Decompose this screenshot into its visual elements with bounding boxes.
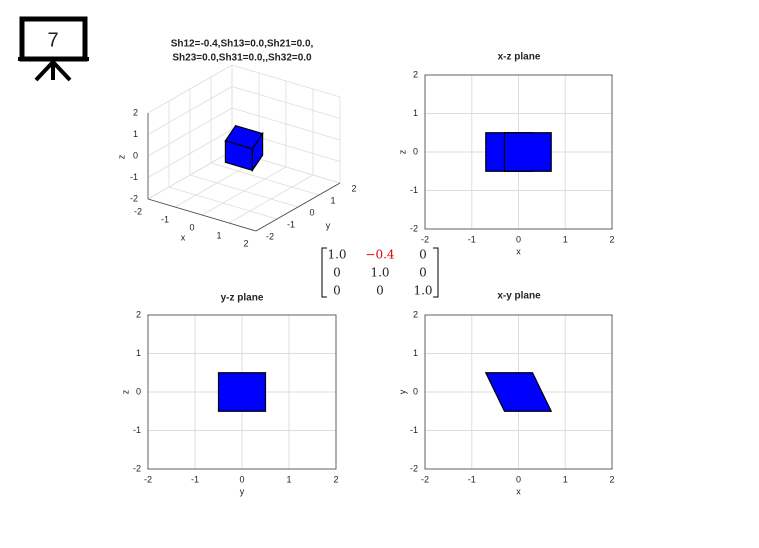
y-tick-label: -2 xyxy=(266,231,274,241)
matrix-cell: 0 xyxy=(333,284,341,298)
y-tick-label: 0 xyxy=(309,207,314,217)
y-tick-label: 0 xyxy=(413,386,418,396)
axis-line xyxy=(147,198,257,232)
x-tick-label: 1 xyxy=(216,230,221,240)
y-tick-label: -2 xyxy=(410,463,418,473)
grid-line xyxy=(189,174,299,208)
x-axis-label: x xyxy=(516,486,521,496)
bracket xyxy=(321,247,327,298)
y-tick-label: 0 xyxy=(413,146,418,156)
y-tick-label: -1 xyxy=(410,425,418,435)
y-axis-label: y xyxy=(326,220,331,230)
grid-line xyxy=(147,129,233,178)
chart-title: x-y plane xyxy=(497,291,541,302)
matrix-cell: 0 xyxy=(333,266,341,280)
x-tick-label: 1 xyxy=(563,474,568,484)
grid-line xyxy=(147,150,233,200)
bracket xyxy=(433,247,439,298)
x-tick-label: 2 xyxy=(609,474,614,484)
grid-line xyxy=(210,162,320,196)
z-tick-label: 0 xyxy=(133,150,138,160)
y-tick-label: -2 xyxy=(410,223,418,233)
axes-frame xyxy=(147,314,337,470)
z-tick-label: -2 xyxy=(130,193,138,203)
x-tick-label: -1 xyxy=(468,474,476,484)
chart-title: y-z plane xyxy=(221,293,264,304)
y-tick-label: -1 xyxy=(133,425,141,435)
y-tick-label: -1 xyxy=(410,185,418,195)
x-tick-label: -1 xyxy=(191,474,199,484)
chart-title: Sh23=0.0,Sh31=0.0,,Sh32=0.0 xyxy=(172,53,312,64)
x-tick-label: 1 xyxy=(286,474,291,484)
chart-title: x-z plane xyxy=(498,52,541,63)
axes-frame xyxy=(424,74,613,230)
x-axis-label: y xyxy=(240,486,245,496)
axes-frame xyxy=(424,314,613,470)
grid-line xyxy=(231,86,341,119)
x-tick-label: 2 xyxy=(609,234,614,244)
chart-title: Sh12=-0.4,Sh13=0.0,Sh21=0.0, xyxy=(171,39,314,50)
x-axis-label: x xyxy=(516,246,521,256)
grid-line xyxy=(231,107,341,141)
matrix-cell: −0.4 xyxy=(365,248,395,262)
y-axis-label: y xyxy=(397,389,407,394)
easel-leg xyxy=(34,60,55,82)
x-tick-label: 0 xyxy=(516,234,521,244)
shape xyxy=(484,372,553,412)
matrix-cell: 0 xyxy=(419,248,427,262)
y-tick-label: 0 xyxy=(136,386,141,396)
x-tick-label: -1 xyxy=(468,234,476,244)
matrix-cell: 1.0 xyxy=(370,266,389,280)
face xyxy=(224,124,264,150)
grid-line xyxy=(147,107,233,157)
axis-line xyxy=(255,182,341,232)
y-tick-label: 1 xyxy=(413,348,418,358)
y-tick-label: 2 xyxy=(413,69,418,79)
slide-number: 7 xyxy=(47,29,58,51)
y-tick-label: 2 xyxy=(136,309,141,319)
y-axis-label: z xyxy=(120,389,130,394)
matrix-cell: 1.0 xyxy=(413,284,432,298)
grid-line xyxy=(147,64,233,114)
x-tick-label: 2 xyxy=(243,238,248,248)
slide-number-icon: 7 xyxy=(18,16,89,82)
x-tick-label: 0 xyxy=(239,474,244,484)
grid-line xyxy=(168,186,278,220)
z-tick-label: 2 xyxy=(133,107,138,117)
matrix-cell: 0 xyxy=(419,266,427,280)
y-tick-label: -1 xyxy=(287,219,295,229)
y-tick-label: 2 xyxy=(351,183,356,193)
x-tick-label: 2 xyxy=(333,474,338,484)
y-tick-label: 1 xyxy=(330,195,335,205)
x-tick-label: -2 xyxy=(421,474,429,484)
x-tick-label: -1 xyxy=(161,214,169,224)
shape xyxy=(217,372,267,412)
x-tick-label: -2 xyxy=(134,206,142,216)
grid-line xyxy=(147,86,233,135)
x-tick-label: -2 xyxy=(421,234,429,244)
shape xyxy=(503,132,552,172)
y-tick-label: 1 xyxy=(136,348,141,358)
matrix-cell: 1.0 xyxy=(327,248,346,262)
y-tick-label: 2 xyxy=(413,309,418,319)
matrix xyxy=(321,247,439,298)
x-tick-label: 1 xyxy=(563,234,568,244)
y-axis-label: z xyxy=(397,149,407,154)
z-axis-label: z xyxy=(116,154,126,159)
matrix-cell: 0 xyxy=(376,284,384,298)
x-axis-label: x xyxy=(181,232,186,242)
y-tick-label: 1 xyxy=(413,108,418,118)
easel-leg xyxy=(51,60,72,82)
x-tick-label: 0 xyxy=(189,222,194,232)
x-tick-label: 0 xyxy=(516,474,521,484)
x-tick-label: -2 xyxy=(144,474,152,484)
z-tick-label: 1 xyxy=(133,129,138,139)
grid-line xyxy=(231,64,341,98)
z-tick-label: -1 xyxy=(130,172,138,182)
y-tick-label: -2 xyxy=(133,463,141,473)
